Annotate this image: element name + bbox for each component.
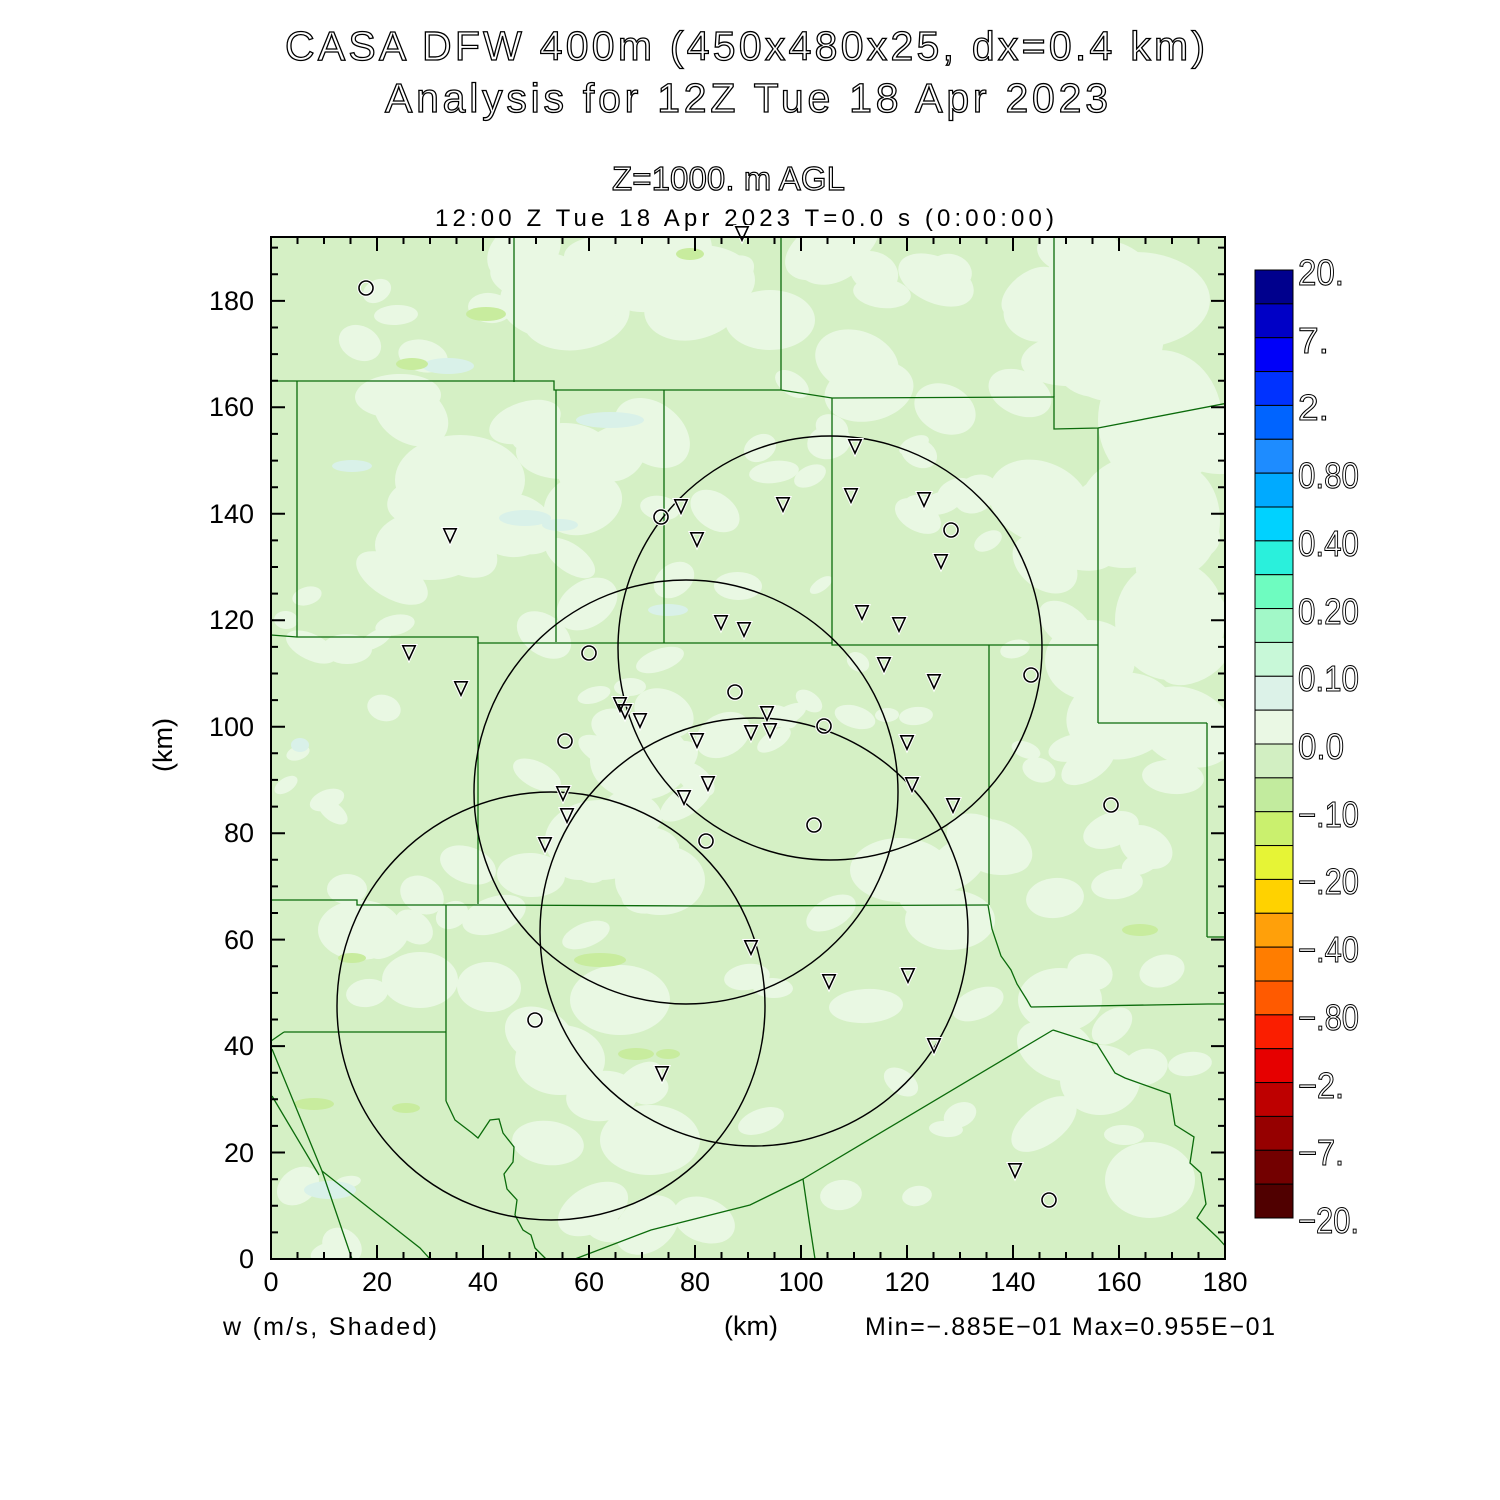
svg-text:100: 100 — [209, 712, 254, 742]
svg-text:w (m/s, Shaded): w (m/s, Shaded) — [222, 1313, 437, 1341]
svg-text:−.10: −.10 — [1298, 794, 1359, 835]
svg-text:0.20: 0.20 — [1298, 591, 1359, 632]
svg-text:−.40: −.40 — [1298, 929, 1359, 970]
svg-text:120: 120 — [209, 605, 254, 635]
svg-text:160: 160 — [209, 392, 254, 422]
svg-text:140: 140 — [990, 1267, 1035, 1297]
svg-text:−20.: −20. — [1298, 1200, 1359, 1241]
svg-text:0.40: 0.40 — [1298, 523, 1359, 564]
svg-text:−.80: −.80 — [1298, 997, 1359, 1038]
svg-text:0.80: 0.80 — [1298, 455, 1359, 496]
svg-text:(km): (km) — [148, 718, 178, 772]
svg-text:180: 180 — [1202, 1267, 1247, 1297]
svg-text:(km): (km) — [724, 1311, 778, 1341]
svg-text:−2.: −2. — [1298, 1065, 1344, 1106]
svg-text:60: 60 — [224, 925, 254, 955]
svg-text:40: 40 — [468, 1267, 498, 1297]
svg-text:0: 0 — [263, 1267, 278, 1297]
svg-text:−7.: −7. — [1298, 1132, 1344, 1173]
svg-text:0.10: 0.10 — [1298, 658, 1359, 699]
svg-text:160: 160 — [1096, 1267, 1141, 1297]
svg-text:Analysis for 12Z Tue 18 Apr 20: Analysis for 12Z Tue 18 Apr 2023 — [385, 75, 1108, 121]
svg-text:7.: 7. — [1298, 320, 1329, 361]
svg-text:140: 140 — [209, 499, 254, 529]
svg-text:Min=−.885E−01 Max=0.955E−01: Min=−.885E−01 Max=0.955E−01 — [865, 1313, 1275, 1341]
svg-text:0: 0 — [239, 1244, 254, 1274]
svg-text:120: 120 — [884, 1267, 929, 1297]
svg-text:0.0: 0.0 — [1298, 726, 1344, 767]
svg-text:60: 60 — [574, 1267, 604, 1297]
svg-text:40: 40 — [224, 1031, 254, 1061]
svg-text:80: 80 — [224, 818, 254, 848]
svg-text:Z=1000. m AGL: Z=1000. m AGL — [612, 160, 845, 197]
svg-text:20: 20 — [224, 1138, 254, 1168]
svg-text:20: 20 — [362, 1267, 392, 1297]
svg-text:CASA DFW 400m (450x480x25, dx=: CASA DFW 400m (450x480x25, dx=0.4 km) — [285, 23, 1205, 69]
svg-text:100: 100 — [778, 1267, 823, 1297]
svg-text:180: 180 — [209, 286, 254, 316]
svg-text:80: 80 — [680, 1267, 710, 1297]
svg-text:−.20: −.20 — [1298, 861, 1359, 902]
svg-text:20.: 20. — [1298, 252, 1344, 293]
svg-text:2.: 2. — [1298, 387, 1329, 428]
